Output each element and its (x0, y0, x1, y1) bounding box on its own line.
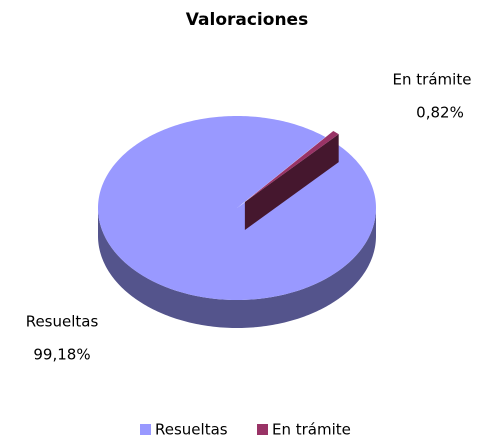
data-label: 0,82% (416, 104, 464, 122)
legend-swatch (257, 424, 268, 435)
legend-label: Resueltas (155, 421, 228, 439)
chart-title: Valoraciones (186, 10, 308, 30)
slice (244, 131, 339, 203)
legend-swatch (140, 424, 151, 435)
legend-label: En trámite (272, 421, 351, 439)
category-label: En trámite (393, 71, 472, 89)
category-label: Resueltas (26, 313, 99, 331)
slice-face (244, 134, 339, 231)
slice-side (98, 208, 376, 328)
data-label: 99,18% (33, 346, 90, 364)
